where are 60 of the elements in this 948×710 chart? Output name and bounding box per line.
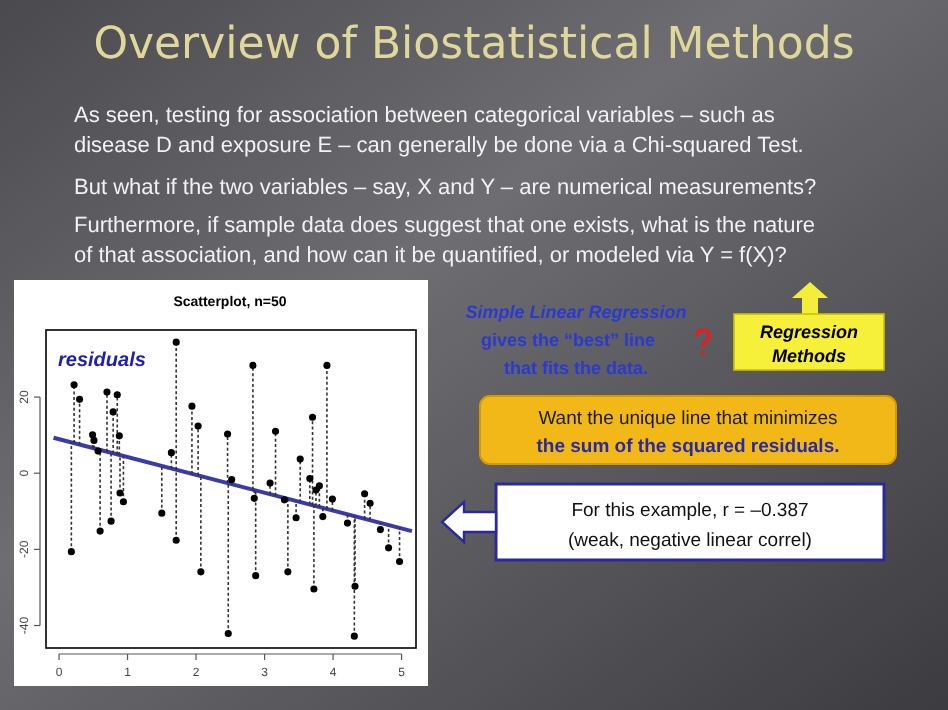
point bbox=[271, 427, 280, 435]
point bbox=[107, 517, 115, 525]
text: the sum of the squared residuals. bbox=[536, 436, 840, 458]
point bbox=[188, 402, 196, 410]
text: Methods bbox=[772, 346, 846, 366]
text: that fits the data. bbox=[503, 358, 649, 378]
point bbox=[224, 430, 232, 438]
point bbox=[158, 509, 166, 517]
text: For this example, r = –0.387 bbox=[571, 500, 809, 522]
point bbox=[67, 548, 75, 556]
point bbox=[343, 519, 352, 527]
point bbox=[292, 514, 300, 522]
point bbox=[361, 490, 369, 498]
point bbox=[167, 449, 175, 457]
point bbox=[89, 431, 97, 439]
point bbox=[115, 432, 123, 440]
point bbox=[296, 455, 304, 463]
text: of that association, and how can it be quantified, or modeled via Y = f(X)? bbox=[74, 244, 787, 268]
point bbox=[376, 526, 384, 534]
point bbox=[308, 413, 317, 421]
point bbox=[310, 585, 318, 593]
text: But what if the two variables – say, X and Y – are numerical measurements? bbox=[74, 176, 817, 200]
text: Regression bbox=[759, 322, 860, 342]
point bbox=[70, 381, 78, 389]
point bbox=[172, 338, 180, 346]
point bbox=[194, 422, 202, 430]
point bbox=[224, 629, 232, 638]
point bbox=[385, 544, 393, 552]
point bbox=[109, 408, 117, 416]
point bbox=[351, 582, 359, 590]
point bbox=[323, 361, 331, 369]
text: Furthermore, if sample data does suggest that one exists, what is the nature bbox=[74, 214, 816, 238]
text: Want the unique line that minimizes bbox=[538, 408, 839, 430]
point bbox=[197, 568, 205, 576]
point bbox=[113, 391, 121, 399]
annotation: residuals bbox=[58, 350, 147, 372]
point bbox=[96, 527, 104, 535]
text: Simple Linear Regression bbox=[465, 302, 688, 322]
point bbox=[350, 632, 358, 640]
point bbox=[306, 474, 314, 483]
point bbox=[366, 499, 374, 507]
text: (weak, negative linear correl) bbox=[568, 530, 812, 552]
point bbox=[249, 361, 257, 369]
point bbox=[103, 388, 111, 396]
point bbox=[90, 436, 98, 444]
text: As seen, testing for association between categorical variables – such as bbox=[74, 104, 776, 128]
point bbox=[252, 572, 260, 580]
point bbox=[116, 489, 124, 497]
text: disease D and exposure E – can generally be done via a Chi-squared Test. bbox=[74, 134, 804, 158]
point bbox=[395, 557, 404, 566]
point bbox=[76, 395, 84, 403]
point bbox=[319, 513, 327, 521]
text: gives the “best” line bbox=[480, 330, 656, 350]
point bbox=[250, 494, 258, 502]
point bbox=[266, 479, 274, 487]
point bbox=[172, 536, 180, 544]
point bbox=[284, 568, 292, 576]
point bbox=[328, 495, 336, 503]
point bbox=[119, 498, 127, 506]
chart-title: Overview of Biostatistical Methods bbox=[93, 20, 855, 70]
